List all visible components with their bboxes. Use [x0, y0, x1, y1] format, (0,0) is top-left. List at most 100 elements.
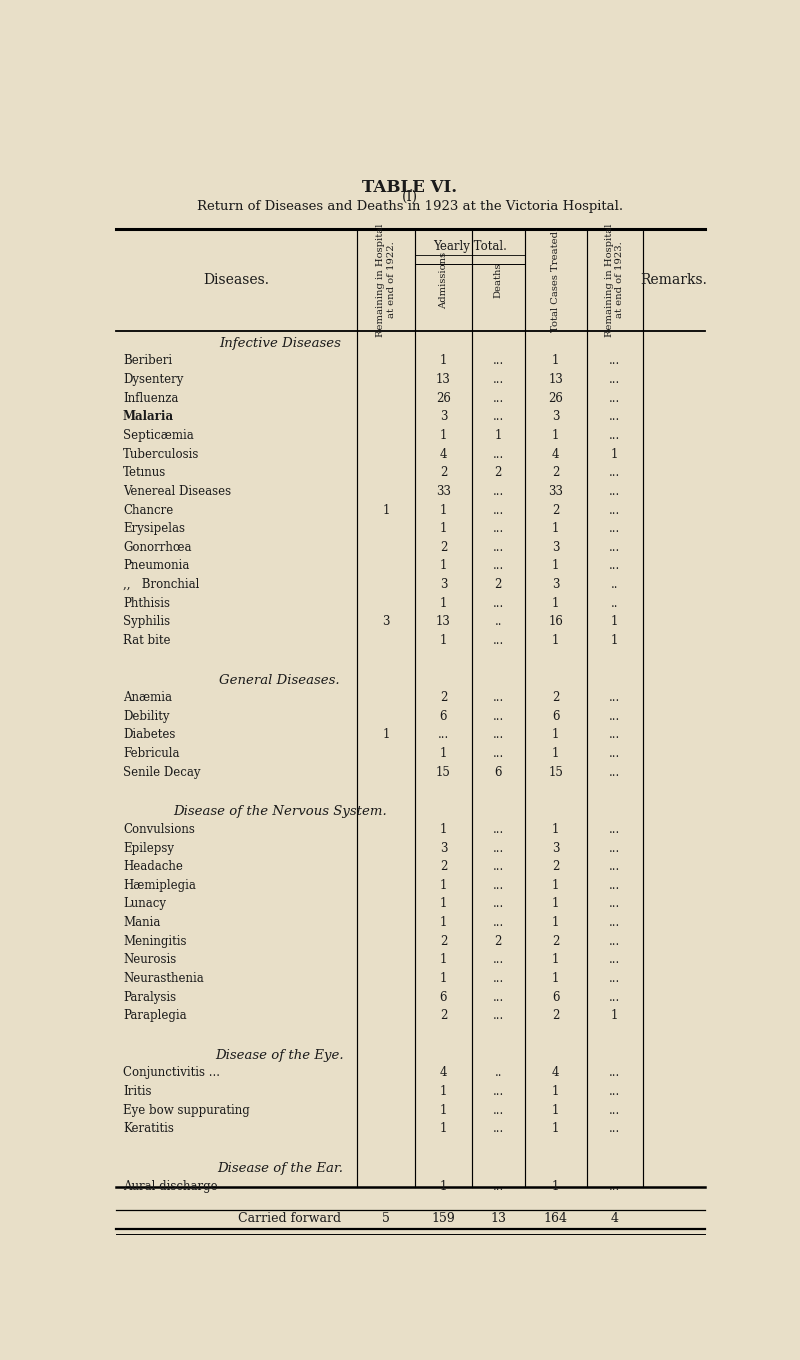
Text: ...: ...: [609, 898, 620, 910]
Text: Beriberi: Beriberi: [123, 355, 172, 367]
Text: 1: 1: [552, 522, 559, 536]
Text: ...: ...: [493, 691, 504, 704]
Text: 1: 1: [440, 823, 447, 836]
Text: ...: ...: [438, 729, 449, 741]
Text: 3: 3: [382, 615, 390, 628]
Text: 1: 1: [552, 1085, 559, 1098]
Text: 1: 1: [552, 634, 559, 647]
Text: ...: ...: [493, 917, 504, 929]
Text: ...: ...: [609, 972, 620, 985]
Text: 1: 1: [552, 1179, 559, 1193]
Text: 1: 1: [440, 953, 447, 967]
Text: 5: 5: [382, 1212, 390, 1225]
Text: 13: 13: [436, 615, 451, 628]
Text: Malaria: Malaria: [123, 411, 174, 423]
Text: 6: 6: [552, 710, 559, 722]
Text: ...: ...: [609, 541, 620, 554]
Text: ...: ...: [609, 559, 620, 573]
Text: 1: 1: [611, 1009, 618, 1023]
Text: 1: 1: [382, 729, 390, 741]
Text: Remarks.: Remarks.: [640, 273, 707, 287]
Text: Epilepsy: Epilepsy: [123, 842, 174, 854]
Text: 15: 15: [436, 766, 451, 779]
Text: ...: ...: [493, 879, 504, 892]
Text: 1: 1: [552, 355, 559, 367]
Text: ...: ...: [493, 1122, 504, 1136]
Text: 6: 6: [440, 710, 447, 722]
Text: 4: 4: [440, 1066, 447, 1080]
Text: 33: 33: [436, 486, 451, 498]
Text: 2: 2: [440, 691, 447, 704]
Text: ...: ...: [493, 392, 504, 405]
Text: Conjunctivitis ...: Conjunctivitis ...: [123, 1066, 220, 1080]
Text: Headache: Headache: [123, 860, 183, 873]
Text: ...: ...: [609, 392, 620, 405]
Text: Diseases.: Diseases.: [203, 273, 270, 287]
Text: 159: 159: [432, 1212, 455, 1225]
Text: Iritis: Iritis: [123, 1085, 151, 1098]
Text: Chancre: Chancre: [123, 503, 173, 517]
Text: ...: ...: [609, 990, 620, 1004]
Text: Syphilis: Syphilis: [123, 615, 170, 628]
Text: ...: ...: [493, 1085, 504, 1098]
Text: General Diseases.: General Diseases.: [219, 673, 340, 687]
Text: ...: ...: [609, 729, 620, 741]
Text: Venereal Diseases: Venereal Diseases: [123, 486, 231, 498]
Text: 16: 16: [548, 615, 563, 628]
Text: ...: ...: [493, 486, 504, 498]
Text: Influenza: Influenza: [123, 392, 178, 405]
Text: 1: 1: [440, 597, 447, 609]
Text: ...: ...: [609, 428, 620, 442]
Text: ,,   Bronchial: ,, Bronchial: [123, 578, 199, 592]
Text: ...: ...: [493, 860, 504, 873]
Text: ..: ..: [611, 597, 618, 609]
Text: Phthisis: Phthisis: [123, 597, 170, 609]
Text: ...: ...: [493, 447, 504, 461]
Text: 1: 1: [552, 1122, 559, 1136]
Text: ...: ...: [609, 691, 620, 704]
Text: ...: ...: [609, 934, 620, 948]
Text: Disease of the Eye.: Disease of the Eye.: [215, 1049, 344, 1062]
Text: 4: 4: [552, 447, 559, 461]
Text: 2: 2: [494, 934, 502, 948]
Text: Dysentery: Dysentery: [123, 373, 183, 386]
Text: 1: 1: [552, 953, 559, 967]
Text: 2: 2: [440, 541, 447, 554]
Text: ...: ...: [493, 972, 504, 985]
Text: ...: ...: [493, 842, 504, 854]
Text: ...: ...: [609, 917, 620, 929]
Text: Anæmia: Anæmia: [123, 691, 172, 704]
Text: 13: 13: [436, 373, 451, 386]
Text: 164: 164: [544, 1212, 568, 1225]
Text: 1: 1: [552, 729, 559, 741]
Text: 2: 2: [552, 860, 559, 873]
Text: ...: ...: [609, 1066, 620, 1080]
Text: ...: ...: [609, 503, 620, 517]
Text: 1: 1: [552, 879, 559, 892]
Text: 3: 3: [440, 578, 447, 592]
Text: ...: ...: [493, 411, 504, 423]
Text: Tetınus: Tetınus: [123, 466, 166, 479]
Text: 1: 1: [440, 917, 447, 929]
Text: 3: 3: [552, 578, 559, 592]
Text: 1: 1: [440, 747, 447, 760]
Text: ...: ...: [493, 597, 504, 609]
Text: 1: 1: [494, 428, 502, 442]
Text: ...: ...: [493, 634, 504, 647]
Text: ...: ...: [609, 522, 620, 536]
Text: 1: 1: [440, 1122, 447, 1136]
Text: ...: ...: [609, 879, 620, 892]
Text: ...: ...: [493, 898, 504, 910]
Text: Gonorrhœa: Gonorrhœa: [123, 541, 191, 554]
Text: 3: 3: [552, 842, 559, 854]
Text: Aural discharge: Aural discharge: [123, 1179, 218, 1193]
Text: ...: ...: [493, 1009, 504, 1023]
Text: 13: 13: [548, 373, 563, 386]
Text: ...: ...: [493, 953, 504, 967]
Text: Paralysis: Paralysis: [123, 990, 176, 1004]
Text: 4: 4: [552, 1066, 559, 1080]
Text: ...: ...: [609, 1122, 620, 1136]
Text: Meningitis: Meningitis: [123, 934, 186, 948]
Text: 1: 1: [552, 898, 559, 910]
Text: ...: ...: [609, 1179, 620, 1193]
